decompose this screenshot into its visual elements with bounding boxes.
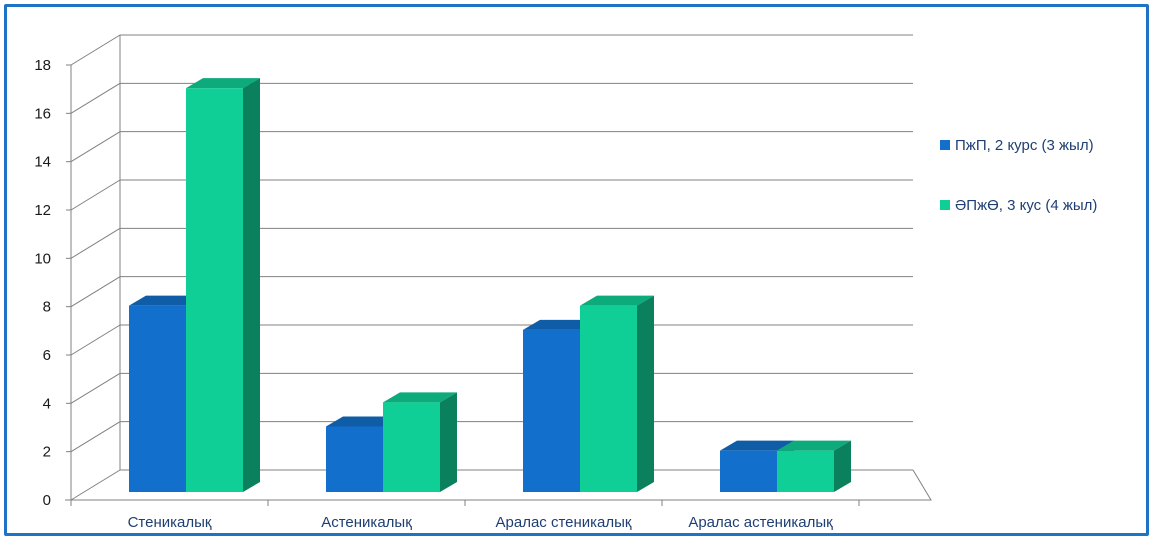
bar-front [326,426,383,492]
bar-top [720,440,794,451]
gridline-diagonal [70,324,121,356]
gridline-diagonal [70,421,121,453]
y-tick-label: 12 [34,202,51,219]
gridline-diagonal [70,276,121,308]
bar-top [580,295,654,306]
y-tick-label: 0 [43,492,51,509]
gridline-diagonal [70,82,121,114]
legend-swatch [940,200,950,210]
x-category-label: Астеникалық [321,514,412,531]
bar-side [834,440,851,492]
x-axis-categories: Стеникалық Астеникалық Аралас стеникалық Ар… [128,514,834,531]
chart-frame: 0 2 4 6 8 10 12 14 16 18 Стеникалық Астеникалық Ара… [4,4,1149,536]
floor-front-edge [71,469,932,501]
bar [186,78,260,493]
bar-top [129,295,203,306]
gridline-diagonal [70,179,121,211]
bar-front [383,402,440,492]
legend-label: ПжП, 2 курс (3 жыл) [955,137,1094,154]
bar [777,440,851,492]
bar-front [186,88,243,493]
legend: ПжП, 2 курс (3 жыл) ӘПжӨ, 3 кус (4 жыл) [940,137,1097,214]
bar-top [523,319,597,330]
y-tick-label: 6 [43,347,51,364]
gridline-diagonal [70,131,121,163]
bar-chart-3d: 0 2 4 6 8 10 12 14 16 18 Стеникалық Астеникалық Ара… [34,34,1097,531]
y-tick-label: 14 [34,154,51,171]
bar-side [440,392,457,492]
bar-front [523,329,580,492]
bar-front [777,450,834,492]
bar-top [186,78,260,89]
y-tick-label: 8 [43,299,51,316]
y-tick-label: 2 [43,444,51,461]
gridline-diagonal [70,34,121,66]
x-category-label: Стеникалық [128,514,212,531]
x-category-label: Аралас стеникалық [496,514,632,531]
bar-top [326,416,400,427]
bar-top [777,440,851,451]
x-category-label: Аралас астеникалық [688,514,833,531]
bar-front [580,305,637,492]
gridline-diagonal [70,469,121,501]
y-tick-label: 16 [34,105,51,122]
gridline-diagonal [70,227,121,259]
legend-label: ӘПжӨ, 3 кус (4 жыл) [955,197,1097,214]
bar [383,392,457,492]
bars [129,78,851,493]
bar-side [637,295,654,492]
y-tick-label: 18 [34,57,51,74]
bar-front [129,305,186,492]
legend-swatch [940,140,950,150]
chart-walls [65,35,932,501]
bar-side [243,78,260,493]
gridline-diagonal [70,372,121,404]
bar-front [720,450,777,492]
bar-top [383,392,457,403]
y-axis-ticks: 0 2 4 6 8 10 12 14 16 18 [34,57,51,509]
y-tick-label: 4 [43,395,51,412]
bar [580,295,654,492]
y-tick-label: 10 [34,250,51,267]
